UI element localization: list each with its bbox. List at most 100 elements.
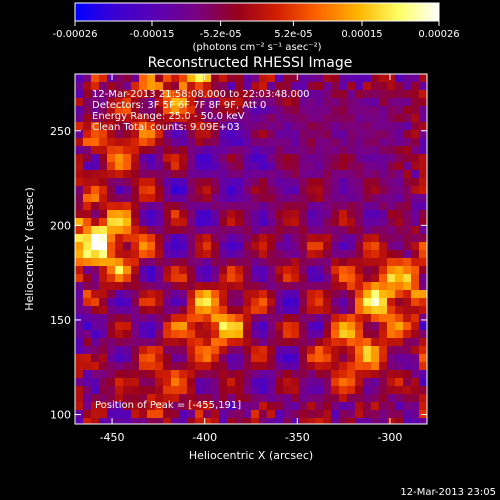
- heatmap-cell: [203, 194, 212, 203]
- heatmap-cell: [355, 266, 364, 275]
- heatmap-cell: [131, 338, 140, 347]
- heatmap-cell: [211, 234, 220, 243]
- heatmap-cell: [307, 130, 316, 139]
- heatmap-cell: [83, 162, 92, 171]
- heatmap-cell: [123, 234, 132, 243]
- heatmap-cell: [275, 162, 284, 171]
- heatmap-cell: [171, 362, 180, 371]
- heatmap-cell: [307, 194, 316, 203]
- heatmap-cell: [363, 298, 372, 307]
- heatmap-cell: [323, 338, 332, 347]
- heatmap-cell: [211, 82, 220, 91]
- heatmap-cell: [163, 138, 172, 147]
- heatmap-cell: [139, 170, 148, 179]
- heatmap-cell: [115, 298, 124, 307]
- heatmap-cell: [395, 362, 404, 371]
- heatmap-cell: [163, 202, 172, 211]
- heatmap-cell: [395, 314, 404, 323]
- heatmap-cell: [331, 410, 340, 419]
- heatmap-cell: [355, 418, 364, 424]
- heatmap-cell: [83, 322, 92, 331]
- heatmap-cell: [259, 394, 268, 403]
- heatmap-cell: [371, 394, 380, 403]
- heatmap-cell: [259, 362, 268, 371]
- heatmap-cell: [227, 298, 236, 307]
- heatmap-cell: [307, 218, 316, 227]
- heatmap-cell: [419, 314, 427, 323]
- heatmap-cell: [299, 346, 308, 355]
- heatmap-cell: [299, 258, 308, 267]
- heatmap-cell: [243, 378, 252, 387]
- heatmap-cell: [395, 354, 404, 363]
- heatmap-cell: [291, 202, 300, 211]
- heatmap-cell: [75, 378, 84, 387]
- heatmap-cell: [275, 90, 284, 99]
- heatmap-cell: [99, 90, 108, 99]
- heatmap-cell: [107, 314, 116, 323]
- heatmap-cell: [227, 242, 236, 251]
- heatmap-cell: [371, 234, 380, 243]
- heatmap-cell: [411, 290, 420, 299]
- heatmap-cell: [171, 322, 180, 331]
- heatmap-cell: [299, 202, 308, 211]
- heatmap-cell: [107, 258, 116, 267]
- heatmap-cell: [347, 114, 356, 123]
- heatmap-cell: [203, 250, 212, 259]
- y-axis-label: Heliocentric Y (arcsec): [23, 187, 36, 311]
- heatmap-cell: [363, 330, 372, 339]
- heatmap-cell: [323, 378, 332, 387]
- heatmap-cell: [83, 154, 92, 163]
- heatmap-cell: [403, 194, 412, 203]
- heatmap-cell: [99, 178, 108, 187]
- heatmap-cell: [115, 266, 124, 275]
- x-tick-label: -300: [377, 431, 402, 444]
- heatmap-cell: [267, 186, 276, 195]
- heatmap-cell: [339, 202, 348, 211]
- heatmap-cell: [419, 306, 427, 315]
- heatmap-cell: [387, 242, 396, 251]
- heatmap-cell: [411, 338, 420, 347]
- heatmap-cell: [419, 330, 427, 339]
- heatmap-cell: [123, 330, 132, 339]
- heatmap-cell: [115, 274, 124, 283]
- heatmap-cell: [339, 322, 348, 331]
- heatmap-cell: [339, 330, 348, 339]
- heatmap-cell: [379, 114, 388, 123]
- heatmap-cell: [131, 314, 140, 323]
- heatmap-cell: [291, 394, 300, 403]
- heatmap-cell: [123, 266, 132, 275]
- heatmap-cell: [243, 202, 252, 211]
- heatmap-cell: [347, 226, 356, 235]
- heatmap-cell: [283, 122, 292, 131]
- heatmap-cell: [259, 258, 268, 267]
- heatmap-cell: [147, 202, 156, 211]
- heatmap-cell: [107, 330, 116, 339]
- heatmap-cell: [187, 98, 196, 107]
- heatmap-cell: [387, 98, 396, 107]
- heatmap-cell: [195, 386, 204, 395]
- heatmap-cell: [355, 394, 364, 403]
- heatmap-cell: [371, 346, 380, 355]
- heatmap-cell: [107, 218, 116, 227]
- heatmap-cell: [211, 138, 220, 147]
- heatmap-cell: [131, 138, 140, 147]
- heatmap-cell: [179, 282, 188, 291]
- heatmap-cell: [91, 378, 100, 387]
- heatmap-cell: [227, 362, 236, 371]
- heatmap-cell: [379, 338, 388, 347]
- heatmap-cell: [171, 330, 180, 339]
- heatmap-cell: [131, 106, 140, 115]
- heatmap-cell: [363, 210, 372, 219]
- heatmap-cell: [147, 402, 156, 411]
- heatmap-cell: [339, 338, 348, 347]
- heatmap-cell: [75, 234, 84, 243]
- heatmap-cell: [267, 346, 276, 355]
- heatmap-cell: [91, 98, 100, 107]
- heatmap-cell: [267, 98, 276, 107]
- heatmap-cell: [91, 74, 100, 83]
- heatmap-cell: [363, 202, 372, 211]
- heatmap-cell: [315, 346, 324, 355]
- heatmap-cell: [395, 82, 404, 91]
- heatmap-cell: [139, 282, 148, 291]
- heatmap-cell: [307, 154, 316, 163]
